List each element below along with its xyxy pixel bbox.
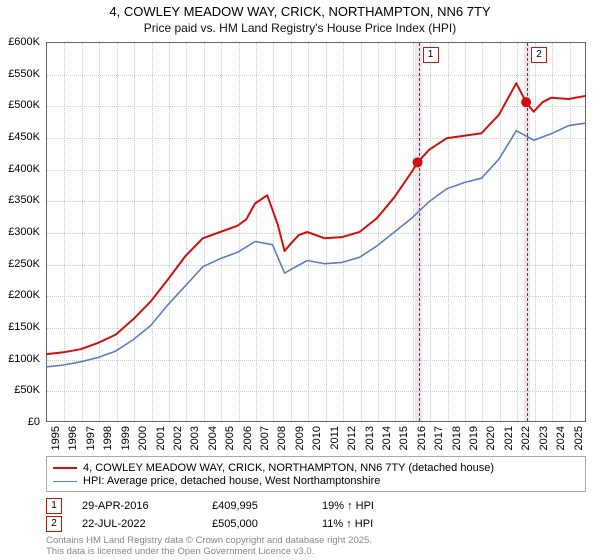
x-axis-label: 2021 (503, 426, 515, 450)
y-axis-label: £300K (8, 226, 40, 238)
x-axis-label: 2014 (381, 426, 393, 450)
y-axis-label: £200K (8, 289, 40, 301)
x-axis-label: 1998 (102, 426, 114, 450)
y-axis-label: £50K (14, 384, 40, 396)
x-axis-label: 2017 (433, 426, 445, 450)
x-axis-label: 2020 (485, 426, 497, 450)
sale-marker-icon: 1 (46, 498, 62, 514)
x-axis-label: 2010 (311, 426, 323, 450)
legend-label: 4, COWLEY MEADOW WAY, CRICK, NORTHAMPTON… (83, 462, 494, 474)
y-axis-label: £400K (8, 163, 40, 175)
x-axis-label: 2011 (329, 426, 341, 450)
x-axis-label: 1995 (50, 426, 62, 450)
x-axis-label: 2003 (189, 426, 201, 450)
table-row: 2 22-JUL-2022 £505,000 11% ↑ HPI (46, 516, 586, 532)
sale-date: 22-JUL-2022 (82, 518, 212, 530)
y-axis-label: £250K (8, 258, 40, 270)
x-axis-label: 2001 (155, 426, 167, 450)
sales-table: 1 29-APR-2016 £409,995 19% ↑ HPI 2 22-JU… (46, 496, 586, 534)
x-axis-label: 2008 (276, 426, 288, 450)
x-axis-label: 1997 (85, 426, 97, 450)
x-axis-label: 2023 (538, 426, 550, 450)
x-axis-label: 2015 (398, 426, 410, 450)
x-axis-label: 2018 (451, 426, 463, 450)
x-axis-label: 2005 (224, 426, 236, 450)
y-axis-label: £500K (8, 99, 40, 111)
sale-delta: 11% ↑ HPI (322, 518, 373, 530)
x-axis-label: 2019 (468, 426, 480, 450)
y-axis-label: £600K (8, 36, 40, 48)
price-chart: 12 £0£50K£100K£150K£200K£250K£300K£350K£… (46, 42, 586, 422)
series-line (46, 123, 586, 367)
x-axis-label: 2016 (416, 426, 428, 450)
marker-dot (521, 97, 531, 107)
legend-label: HPI: Average price, detached house, West… (83, 475, 380, 487)
legend-swatch (53, 467, 77, 469)
y-axis-label: £450K (8, 131, 40, 143)
sale-price: £409,995 (212, 500, 322, 512)
x-axis-label: 2012 (346, 426, 358, 450)
sale-delta: 19% ↑ HPI (322, 500, 374, 512)
y-axis-label: £100K (8, 353, 40, 365)
x-axis-label: 2002 (172, 426, 184, 450)
legend-swatch (53, 481, 77, 482)
x-axis-label: 2004 (207, 426, 219, 450)
sale-price: £505,000 (212, 518, 322, 530)
y-axis-label: £550K (8, 68, 40, 80)
page-subtitle: Price paid vs. HM Land Registry's House … (0, 21, 600, 35)
x-axis-label: 2006 (242, 426, 254, 450)
marker-dot (413, 157, 423, 167)
x-axis-label: 1999 (120, 426, 132, 450)
x-axis-label: 2007 (259, 426, 271, 450)
x-axis-label: 2000 (137, 426, 149, 450)
table-row: 1 29-APR-2016 £409,995 19% ↑ HPI (46, 498, 586, 514)
page-title: 4, COWLEY MEADOW WAY, CRICK, NORTHAMPTON… (0, 4, 600, 19)
sale-date: 29-APR-2016 (82, 500, 212, 512)
y-axis-label: £350K (8, 194, 40, 206)
legend: 4, COWLEY MEADOW WAY, CRICK, NORTHAMPTON… (46, 456, 586, 492)
x-axis-label: 2025 (573, 426, 585, 450)
x-axis-label: 2009 (294, 426, 306, 450)
x-axis-label: 2013 (364, 426, 376, 450)
licence-text: Contains HM Land Registry data © Crown c… (46, 536, 372, 558)
y-axis-label: £150K (8, 321, 40, 333)
series-line (46, 83, 586, 354)
sale-marker-icon: 2 (46, 516, 62, 532)
x-axis-label: 2024 (555, 426, 567, 450)
y-axis-label: £0 (28, 416, 40, 428)
x-axis-label: 1996 (67, 426, 79, 450)
x-axis-label: 2022 (520, 426, 532, 450)
